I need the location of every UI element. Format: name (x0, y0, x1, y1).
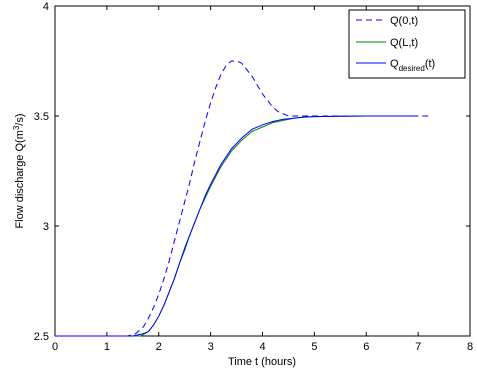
x-tick-label: 7 (415, 341, 421, 353)
y-tick-label: 3 (43, 221, 49, 233)
series-lines (55, 60, 429, 337)
y-axis-label-main: Flow discharge Q(m (14, 130, 26, 228)
y-tick-label: 3.5 (34, 111, 49, 123)
series-line-1 (55, 60, 429, 337)
y-tick-label: 4 (43, 1, 49, 13)
x-tick-label: 8 (467, 341, 473, 353)
x-tick-label: 1 (104, 341, 110, 353)
legend-box (348, 9, 466, 79)
y-tick-label: 2.5 (34, 331, 49, 343)
legend-label-main: Q(L,t) (390, 37, 418, 49)
x-tick-label: 2 (156, 341, 162, 353)
x-axis-label: Time t (hours) (228, 356, 296, 368)
legend-label-tail: (t) (425, 58, 435, 70)
x-tick-label: 0 (52, 341, 58, 353)
legend-label-main: Q(0,t) (390, 15, 418, 27)
y-axis-label-superscript: 3 (12, 125, 21, 130)
y-axis-label-tail: /s) (14, 113, 26, 125)
axis-tick-labels: 0 1 2 3 4 5 6 7 8 2.5 3 3.5 4 (34, 1, 473, 353)
x-tick-label: 5 (311, 341, 317, 353)
x-tick-label: 3 (208, 341, 214, 353)
series-line-3 (55, 115, 419, 337)
y-axis-label: Flow discharge Q(m3/s) (12, 113, 26, 228)
legend-entries: Q(0,t) Q(L,t) Qdesired(t) (356, 15, 435, 73)
x-tick-label: 6 (363, 341, 369, 353)
legend-label-2: Q(L,t) (390, 37, 418, 49)
x-tick-label: 4 (259, 341, 265, 353)
legend-label-1: Q(0,t) (390, 15, 418, 27)
legend-label-3: Qdesired(t) (390, 58, 435, 73)
legend: Q(0,t) Q(L,t) Qdesired(t) (348, 9, 466, 79)
legend-label-main: Q (390, 58, 399, 70)
legend-label-subscript: desired (399, 64, 425, 73)
